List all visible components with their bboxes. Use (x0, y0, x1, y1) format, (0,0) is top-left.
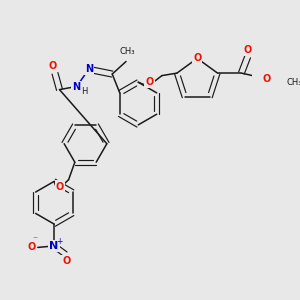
Text: O: O (193, 53, 201, 63)
Text: O: O (27, 242, 36, 252)
Text: O: O (62, 256, 71, 266)
Text: O: O (244, 45, 252, 55)
Text: +: + (56, 237, 63, 246)
Text: N: N (72, 82, 80, 92)
Text: H: H (81, 87, 88, 96)
Text: CH₃: CH₃ (119, 47, 135, 56)
Text: N: N (85, 64, 93, 74)
Text: O: O (145, 77, 153, 87)
Text: O: O (49, 61, 57, 71)
Text: ⁻: ⁻ (33, 235, 38, 245)
Text: CH₃: CH₃ (286, 78, 300, 87)
Text: O: O (56, 182, 64, 192)
Text: O: O (263, 74, 271, 84)
Text: N: N (50, 241, 59, 251)
